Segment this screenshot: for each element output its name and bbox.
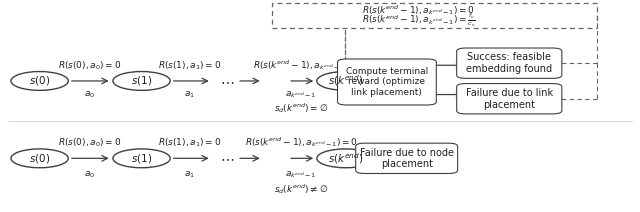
Text: $s_d(k^{end}) \neq \emptyset$: $s_d(k^{end}) \neq \emptyset$ xyxy=(274,182,328,196)
Text: $R(s(k^{end}-1), a_{k^{end}-1})$: $R(s(k^{end}-1), a_{k^{end}-1})$ xyxy=(253,58,349,71)
Text: $R(s(k^{end}-1), a_{k^{end}-1}) = 0$: $R(s(k^{end}-1), a_{k^{end}-1}) = 0$ xyxy=(362,3,475,17)
Text: Failure due to node
placement: Failure due to node placement xyxy=(360,148,454,169)
Text: Success: feasible
embedding found: Success: feasible embedding found xyxy=(466,52,552,74)
Text: $a_0$: $a_0$ xyxy=(84,90,95,100)
Text: $R(s(k^{end}-1), a_{k^{end}-1}) = 0$: $R(s(k^{end}-1), a_{k^{end}-1}) = 0$ xyxy=(244,135,357,149)
Circle shape xyxy=(317,149,374,168)
Text: $s_d(k^{end}) = \emptyset$: $s_d(k^{end}) = \emptyset$ xyxy=(274,101,328,115)
FancyBboxPatch shape xyxy=(457,84,562,114)
Text: $a_1$: $a_1$ xyxy=(184,169,195,180)
FancyBboxPatch shape xyxy=(457,48,562,78)
Text: $a_1$: $a_1$ xyxy=(184,90,195,100)
Text: $a_{k^{end}-1}$: $a_{k^{end}-1}$ xyxy=(285,90,317,100)
Text: Failure due to link
placement: Failure due to link placement xyxy=(466,88,553,110)
Circle shape xyxy=(11,71,68,90)
Text: $R(s(0), a_0) = 0$: $R(s(0), a_0) = 0$ xyxy=(58,59,121,71)
Text: $R(s(0), a_0) = 0$: $R(s(0), a_0) = 0$ xyxy=(58,136,121,149)
Text: $R(s(1), a_1) = 0$: $R(s(1), a_1) = 0$ xyxy=(158,59,221,71)
Text: $\cdots$: $\cdots$ xyxy=(220,74,235,88)
Circle shape xyxy=(113,71,170,90)
Text: $\cdots$: $\cdots$ xyxy=(220,151,235,165)
Text: $s(k^{end})$: $s(k^{end})$ xyxy=(328,74,363,88)
Text: $R(s(1), a_1) = 0$: $R(s(1), a_1) = 0$ xyxy=(158,136,221,149)
Text: $s(0)$: $s(0)$ xyxy=(29,74,50,88)
Text: $s(k^{end})$: $s(k^{end})$ xyxy=(328,151,363,166)
Circle shape xyxy=(11,149,68,168)
Circle shape xyxy=(113,149,170,168)
FancyBboxPatch shape xyxy=(356,143,458,173)
Text: $s(1)$: $s(1)$ xyxy=(131,74,152,88)
Text: $a_0$: $a_0$ xyxy=(84,169,95,180)
Text: $s(0)$: $s(0)$ xyxy=(29,152,50,165)
Text: $R(s(k^{end}-1), a_{k^{end}-1}) = \frac{f_v}{c_v}$: $R(s(k^{end}-1), a_{k^{end}-1}) = \frac{… xyxy=(362,11,476,29)
Text: $a_{k^{end}-1}$: $a_{k^{end}-1}$ xyxy=(285,169,317,180)
Text: $s(1)$: $s(1)$ xyxy=(131,152,152,165)
FancyBboxPatch shape xyxy=(337,59,436,105)
Text: Compute terminal
reward (optimize
link placement): Compute terminal reward (optimize link p… xyxy=(346,67,428,97)
Circle shape xyxy=(317,71,374,90)
